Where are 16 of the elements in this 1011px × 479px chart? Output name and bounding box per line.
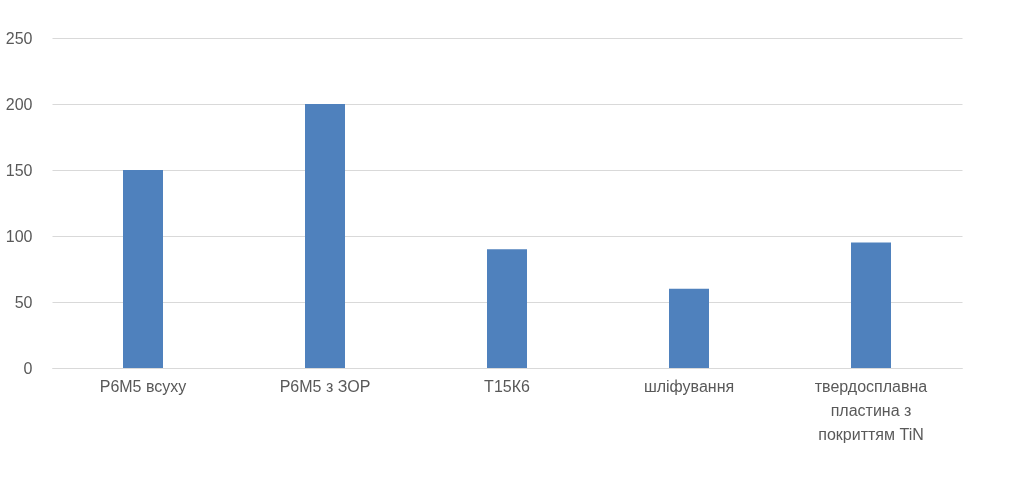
y-tick-label: 150 <box>5 161 33 179</box>
x-tick-label: Т15К6 <box>484 377 530 395</box>
x-tick-label: Р6М5 з ЗОР <box>279 377 371 395</box>
y-tick-label: 50 <box>14 293 33 311</box>
bar <box>487 249 527 368</box>
bar <box>123 170 163 368</box>
x-tick-label: Р6М5 всуху <box>99 377 187 395</box>
y-tick-label: 0 <box>23 359 33 377</box>
y-tick-label: 200 <box>5 95 33 113</box>
y-tick-label: 250 <box>5 29 33 47</box>
x-tick-label: твердосплавна пластина з покриттям TiN <box>814 377 928 443</box>
bar <box>669 288 709 368</box>
y-tick-label: 100 <box>5 227 33 245</box>
x-tick-label: шліфування <box>643 377 735 395</box>
bar <box>305 104 345 368</box>
bar <box>851 242 891 368</box>
